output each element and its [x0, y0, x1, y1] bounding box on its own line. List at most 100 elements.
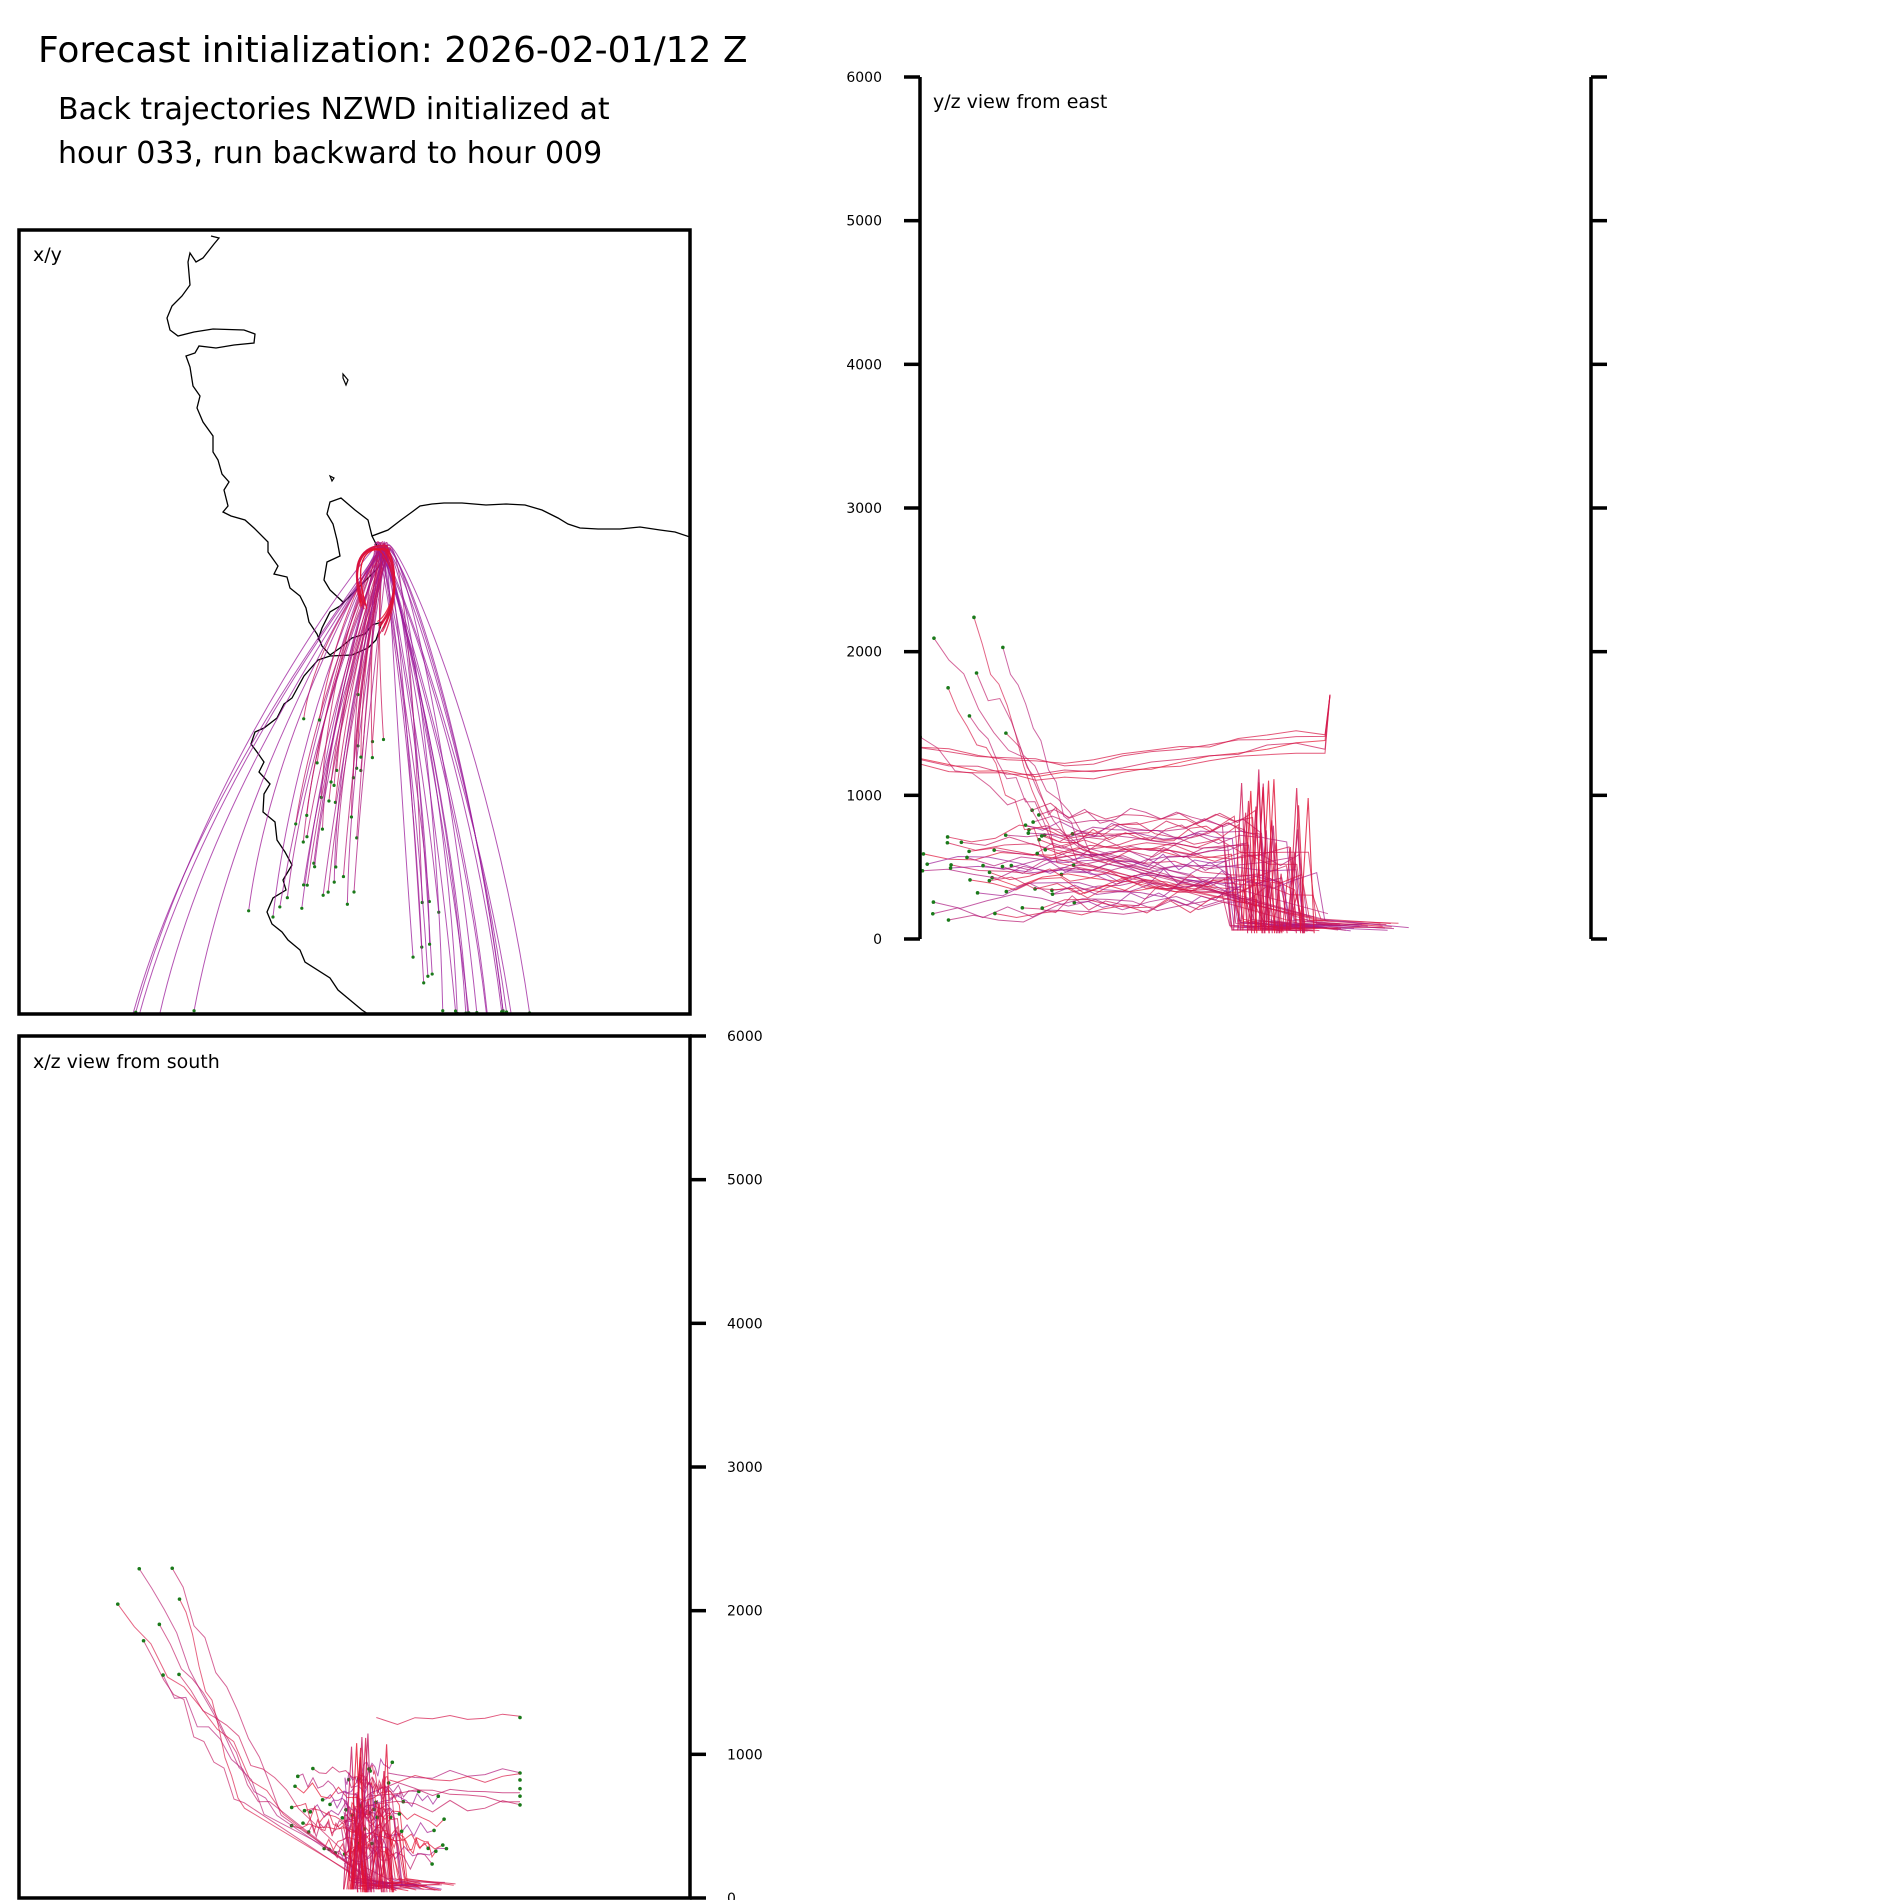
yz-endpoint-marker: [948, 866, 953, 870]
xz-endpoint-marker: [311, 1766, 315, 1771]
z-tick-label: 5000: [846, 214, 882, 230]
yz-trajectory: [969, 847, 1381, 925]
yz-endpoint-marker: [931, 900, 936, 904]
xz-trajectory: [352, 1747, 368, 1893]
xy-endpoint-marker: [271, 915, 275, 919]
xz-endpoint-marker: [177, 1672, 181, 1677]
xz-endpoint-marker: [320, 1797, 325, 1802]
z-tick-label: 1000: [846, 788, 882, 804]
xz-endpoint-marker: [289, 1805, 294, 1810]
xy-endpoint-marker: [349, 815, 354, 819]
yz-trajectory: [966, 853, 1395, 930]
yz-endpoint-marker: [965, 855, 969, 860]
xz-endpoint-marker: [434, 1849, 438, 1854]
xy-endpoint-marker: [411, 955, 415, 959]
xz-trajectory: [348, 1743, 364, 1893]
yz-endpoint-marker: [1023, 823, 1028, 827]
xy-endpoint-marker: [301, 883, 306, 887]
xy-endpoint-marker: [192, 1009, 196, 1013]
xy-trajectory: [135, 542, 382, 1013]
xz-endpoint-marker: [397, 1812, 402, 1816]
coastline: [166, 235, 331, 656]
xz-endpoint-marker: [436, 1794, 441, 1799]
xy-endpoint-marker: [334, 865, 338, 869]
xz-trajectory: [368, 1789, 521, 1803]
xy-endpoint-marker: [294, 822, 298, 826]
xz-endpoint-marker: [518, 1786, 522, 1791]
yz-trajectory: [1261, 882, 1278, 934]
xy-trajectory: [360, 547, 396, 621]
xy-endpoint-marker: [302, 717, 306, 721]
xz-trajectory: [359, 1733, 375, 1893]
xz-trajectory: [143, 1640, 371, 1887]
xz-trajectory: [138, 1568, 390, 1881]
xz-endpoint-marker: [442, 1817, 446, 1821]
figure-subtitle-line1: Back trajectories NZWD initialized at: [58, 92, 610, 127]
xz-trajectory: [349, 1824, 365, 1893]
yz-trajectory: [1286, 852, 1302, 934]
yz-trajectory: [920, 736, 1326, 926]
xz-endpoint-marker: [170, 1566, 175, 1571]
xy-trajectory: [386, 543, 531, 1014]
xy-trajectory: [380, 546, 469, 1014]
xz-trajectory: [370, 1799, 521, 1813]
yz-endpoint-marker: [945, 835, 950, 839]
yz-endpoint-marker: [1020, 906, 1025, 910]
yz-trajectory: [927, 855, 1351, 932]
yz-panel: 0 1000 2000 3000 4000 5000 6000 y/z view from …: [846, 70, 1607, 948]
xz-trajectory: [379, 1848, 395, 1893]
xz-endpoint-marker: [177, 1597, 182, 1601]
xy-endpoint-marker: [317, 718, 322, 722]
xy-endpoint-marker: [453, 1009, 458, 1013]
yz-endpoint-marker: [945, 840, 950, 845]
yz-trajectory: [1005, 732, 1301, 925]
xz-endpoint-marker: [390, 1760, 395, 1765]
xz-endpoint-marker: [328, 1802, 332, 1807]
xz-trajectory: [297, 1773, 417, 1888]
yz-trajectory: [1254, 787, 1270, 934]
yz-panel-label: y/z view from east: [933, 91, 1107, 113]
xy-endpoint-marker: [301, 840, 305, 844]
xz-endpoint-marker: [518, 1715, 522, 1720]
xy-endpoint-marker: [345, 902, 349, 906]
yz-trajectory: [1250, 769, 1266, 934]
xy-endpoint-marker: [305, 813, 309, 817]
yz-endpoint-marker: [967, 714, 972, 718]
xz-trajectory: [382, 1781, 520, 1797]
xy-endpoint-marker: [327, 799, 331, 803]
xz-endpoint-marker: [399, 1829, 404, 1834]
xy-endpoint-marker: [247, 909, 251, 913]
xz-endpoint-marker: [141, 1638, 146, 1643]
xy-endpoint-marker: [326, 890, 330, 894]
figure-subtitle-line2: hour 033, run backward to hour 009: [58, 136, 603, 171]
xy-endpoint-marker: [430, 972, 434, 976]
xy-trajectory: [286, 541, 386, 898]
xz-trajectory: [171, 1568, 381, 1886]
xz-trajectory: [372, 1834, 388, 1893]
z-tick-label: 0: [727, 1891, 736, 1900]
yz-trajectory: [920, 694, 1331, 776]
yz-trajectory: [994, 842, 1333, 926]
xy-trajectory: [138, 548, 386, 1014]
yz-endpoint-marker: [949, 863, 953, 867]
z-tick-label: 2000: [727, 1604, 763, 1620]
xy-endpoint-marker: [332, 880, 336, 884]
yz-trajectory: [1242, 790, 1258, 934]
yz-endpoint-marker: [981, 863, 985, 868]
yz-endpoint-marker: [987, 878, 992, 883]
island: [328, 474, 335, 483]
xz-trajectory: [369, 1775, 401, 1885]
yz-trajectory: [920, 694, 1331, 767]
yz-endpoint-marker: [967, 849, 971, 854]
yz-trajectory: [1281, 846, 1297, 934]
yz-endpoint-marker: [1004, 889, 1009, 894]
xy-endpoint-marker: [157, 1016, 160, 1019]
yz-trajectory: [1028, 826, 1363, 929]
xz-frame: [17, 1034, 692, 1900]
xz-trajectory: [178, 1674, 374, 1880]
yz-trajectory: [1272, 873, 1288, 934]
xz-endpoint-marker: [340, 1816, 345, 1820]
xz-trajectory: [352, 1830, 368, 1893]
yz-endpoint-marker: [1040, 906, 1045, 910]
